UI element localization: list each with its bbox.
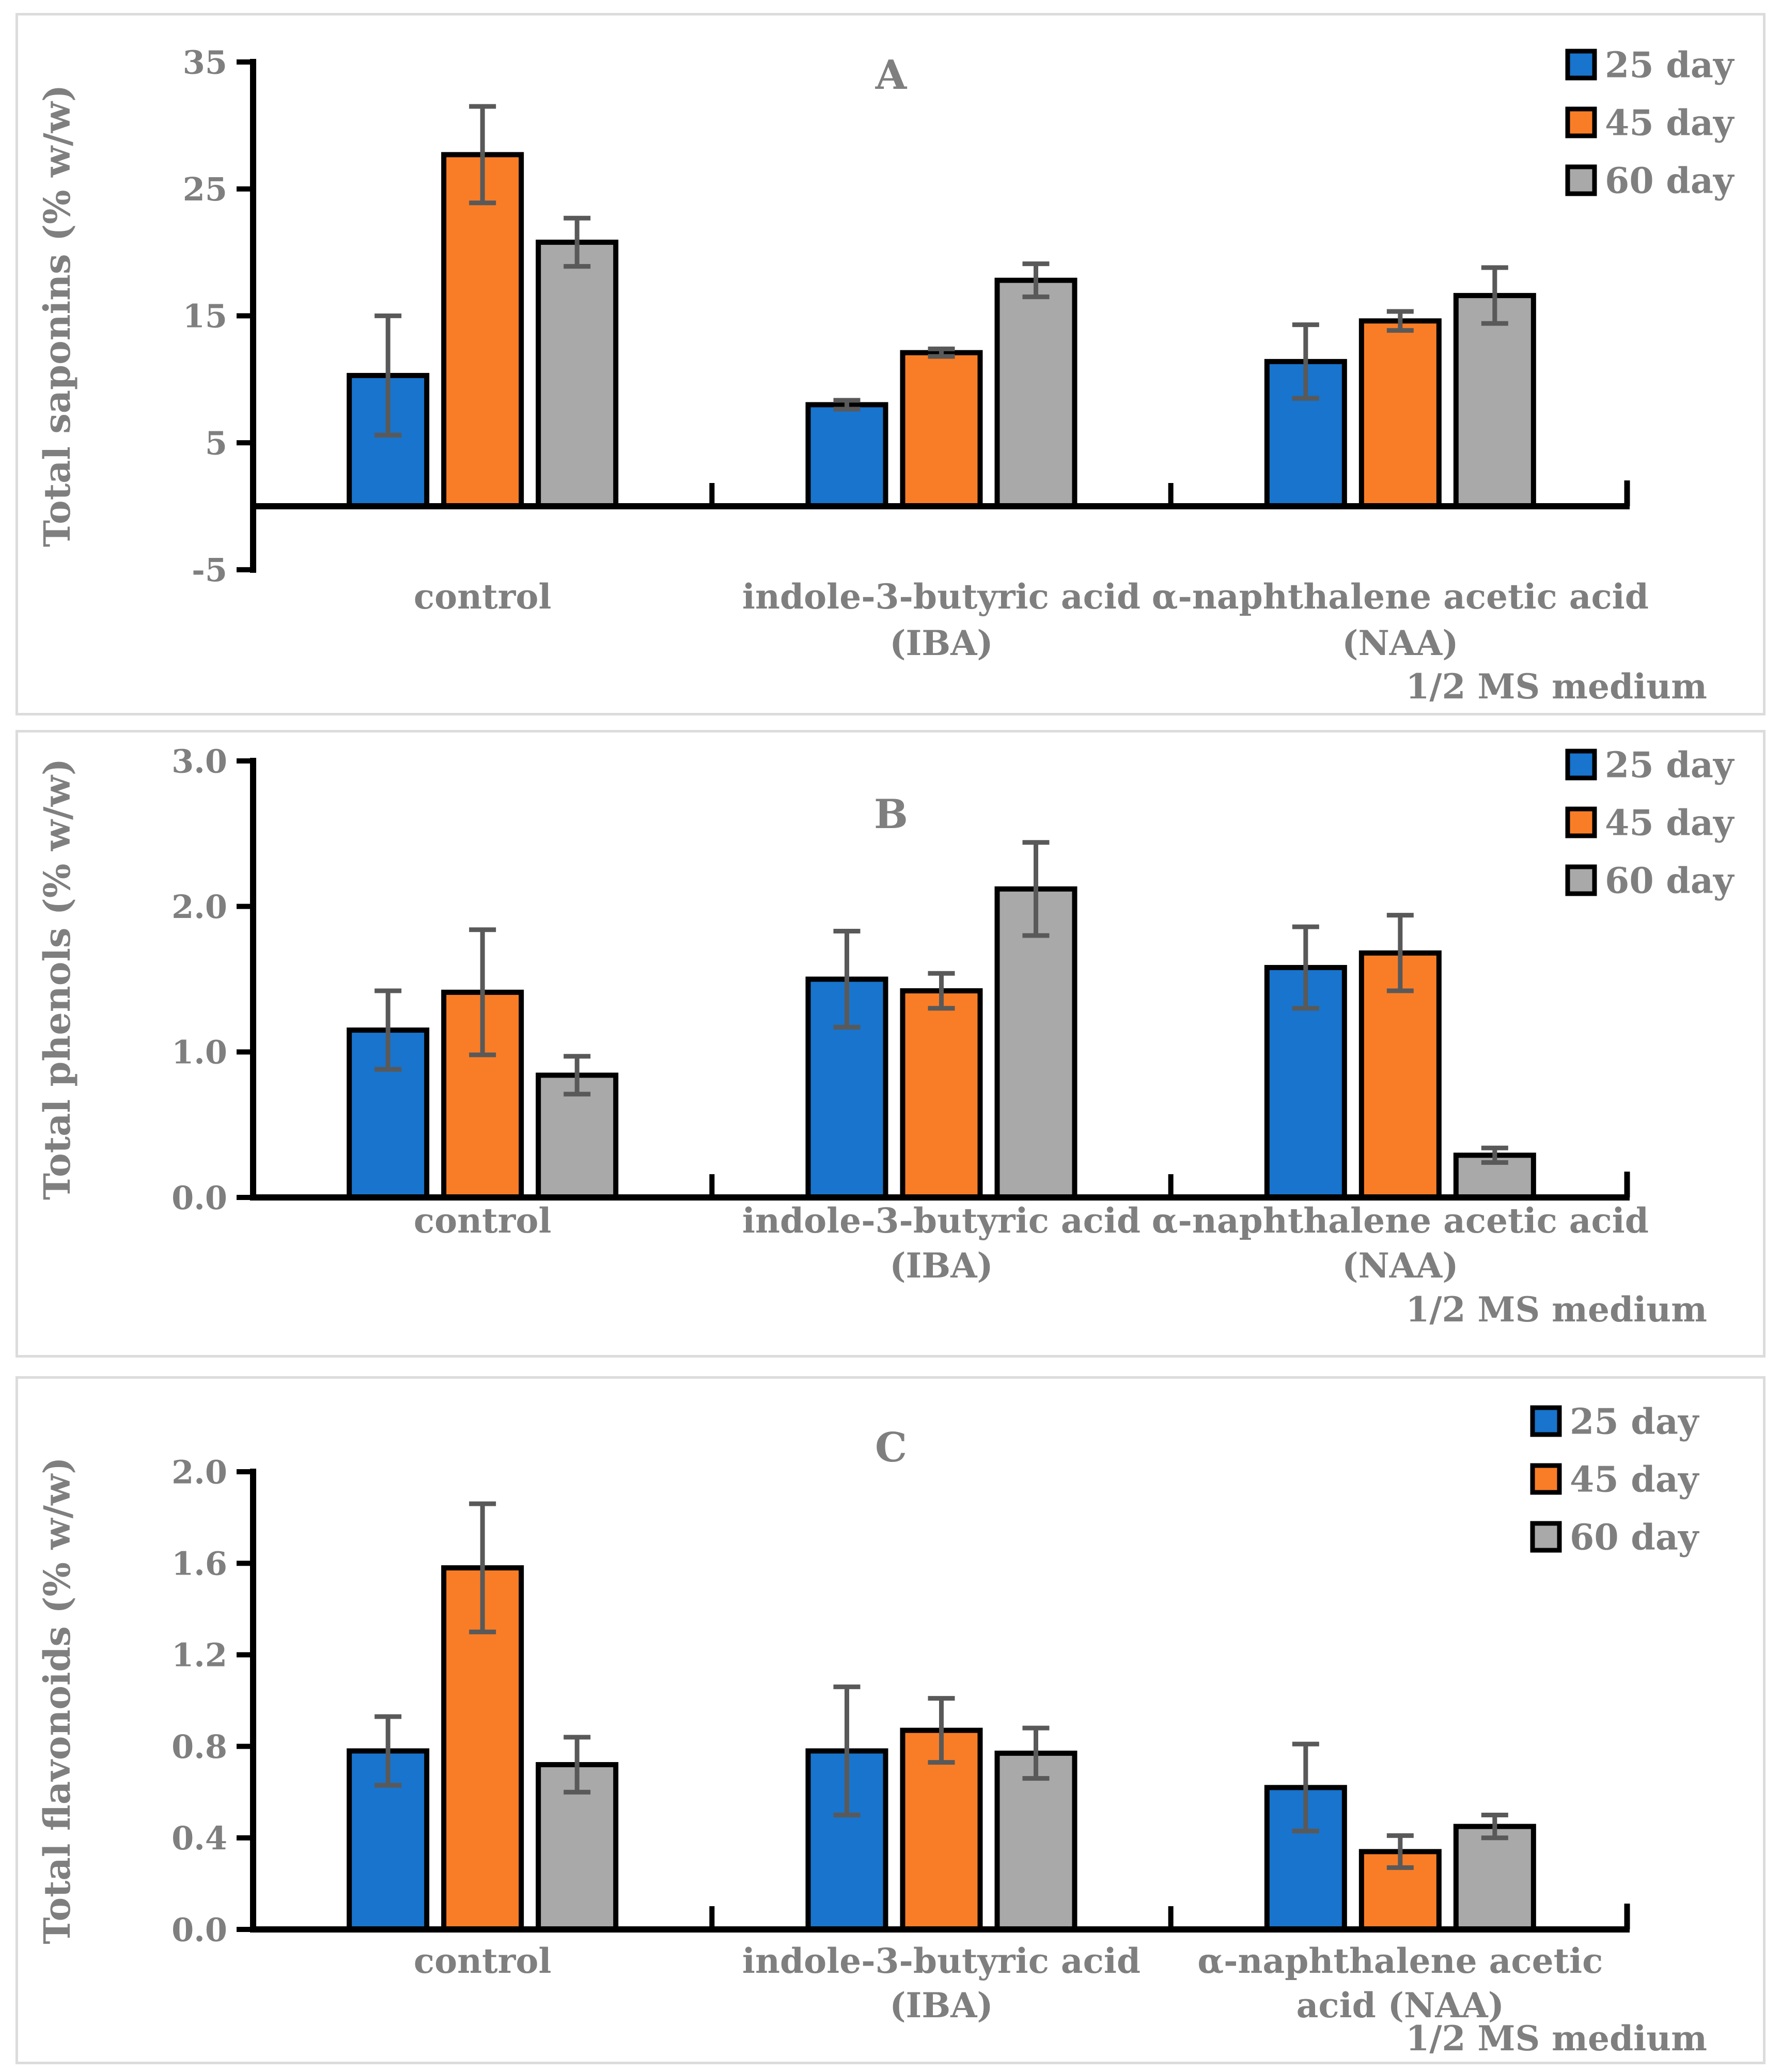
y-tick-label: 1.0 xyxy=(171,1034,227,1071)
annotation-ms-medium: 1/2 MS medium xyxy=(1406,2018,1708,2059)
y-axis-title: Total saponins (% w/w) xyxy=(36,85,79,547)
category-label: indole-3-butyric acid xyxy=(742,577,1141,617)
legend-label: 25 day xyxy=(1605,744,1735,786)
y-tick-label: -5 xyxy=(192,551,227,589)
category-label: (IBA) xyxy=(889,623,993,663)
bar-45day-naphthalen xyxy=(1358,950,1442,1200)
category-label: control xyxy=(414,577,552,617)
bar-60day-indolebuty xyxy=(994,886,1077,1201)
legend-label: 45 day xyxy=(1605,802,1735,844)
legend-swatch-45day xyxy=(1530,1463,1562,1495)
legend-swatch-25day xyxy=(1565,49,1597,81)
category-label: α-naphthalene acetic xyxy=(1197,1941,1603,1981)
category-label: control xyxy=(414,1201,552,1241)
category-label: indole-3-butyric acid xyxy=(742,1201,1141,1241)
legend-label: 45 day xyxy=(1605,102,1735,144)
bar-45day-naphthalen xyxy=(1358,318,1442,509)
bar-60day-indolebuty xyxy=(994,1750,1077,1932)
panel-letter: C xyxy=(875,1424,907,1471)
annotation-ms-medium: 1/2 MS medium xyxy=(1406,1289,1708,1330)
legend-swatch-60day xyxy=(1530,1521,1562,1553)
y-tick-label: 0.0 xyxy=(171,1911,227,1949)
legend-swatch-60day xyxy=(1565,164,1597,196)
panel-total-phenols: 3.0 2.0 1.0 0.0 Total phenols (% w/w) B 25 day… xyxy=(15,730,1766,1358)
legend-label: 25 day xyxy=(1570,1401,1700,1442)
y-tick-label: 1.6 xyxy=(171,1545,227,1583)
legend-swatch-25day xyxy=(1530,1405,1562,1437)
legend-swatch-25day xyxy=(1565,749,1597,781)
y-tick-label: 15 xyxy=(183,298,227,335)
y-tick-label: 25 xyxy=(183,170,227,208)
bar-45day-indolebuty xyxy=(900,988,983,1200)
bar-25day-indolebuty xyxy=(805,402,888,509)
bar-45day-control xyxy=(441,152,524,509)
category-label: control xyxy=(414,1941,552,1981)
category-label: acid (NAA) xyxy=(1296,1985,1504,2026)
y-tick-label: 5 xyxy=(205,424,227,462)
bar-60day-naphthalen xyxy=(1453,1824,1536,1933)
bar-60day-control xyxy=(536,239,619,509)
legend-label: 60 day xyxy=(1605,160,1735,201)
y-tick-label: 2.0 xyxy=(171,888,227,926)
panel-total-saponins: 35 25 15 5 -5 Total saponins (% w/w) A 25 day 45… xyxy=(15,13,1766,715)
y-tick-label: 0.0 xyxy=(171,1179,227,1217)
panel-letter: B xyxy=(874,791,908,838)
bar-45day-indolebuty xyxy=(900,350,983,509)
y-tick-label: 1.2 xyxy=(171,1637,227,1674)
bar-60day-indolebuty xyxy=(994,277,1077,509)
y-tick-label: 35 xyxy=(183,43,227,81)
category-label: indole-3-butyric acid xyxy=(742,1941,1141,1981)
legend-swatch-45day xyxy=(1565,806,1597,838)
category-label: α-naphthalene acetic acid xyxy=(1152,577,1649,617)
legend-swatch-45day xyxy=(1565,106,1597,138)
annotation-ms-medium: 1/2 MS medium xyxy=(1406,666,1708,707)
legend-label: 60 day xyxy=(1570,1517,1700,1558)
y-axis-title: Total flavonoids (% w/w) xyxy=(36,1457,79,1944)
category-label: (IBA) xyxy=(889,1985,993,2026)
chart-total-saponins: 35 25 15 5 -5 Total saponins (% w/w) A 25 day 45… xyxy=(36,43,1735,707)
legend-swatch-60day xyxy=(1565,864,1597,896)
y-tick-label: 2.0 xyxy=(171,1453,227,1491)
chart-total-flavonoids: 2.0 1.6 1.2 0.8 0.4 0.0 Total flavonoids (% w/… xyxy=(36,1401,1708,2059)
panel-letter: A xyxy=(875,52,908,99)
category-label: α-naphthalene acetic acid xyxy=(1152,1201,1649,1241)
y-tick-label: 0.8 xyxy=(171,1728,227,1766)
legend-label: 25 day xyxy=(1605,44,1735,86)
chart-total-phenols: 3.0 2.0 1.0 0.0 Total phenols (% w/w) B 25 day… xyxy=(36,742,1735,1330)
bar-60day-naphthalen xyxy=(1453,293,1536,509)
legend-label: 60 day xyxy=(1605,860,1735,901)
category-label: (IBA) xyxy=(889,1245,993,1286)
category-label: (NAA) xyxy=(1342,623,1458,663)
y-axis-title: Total phenols (% w/w) xyxy=(36,758,79,1200)
panel-total-flavonoids: 2.0 1.6 1.2 0.8 0.4 0.0 Total flavonoids (% w/… xyxy=(15,1376,1766,2064)
category-label: (NAA) xyxy=(1342,1245,1458,1286)
legend-label: 45 day xyxy=(1570,1459,1700,1500)
y-tick-label: 0.4 xyxy=(171,1819,227,1857)
y-tick-label: 3.0 xyxy=(171,742,227,780)
